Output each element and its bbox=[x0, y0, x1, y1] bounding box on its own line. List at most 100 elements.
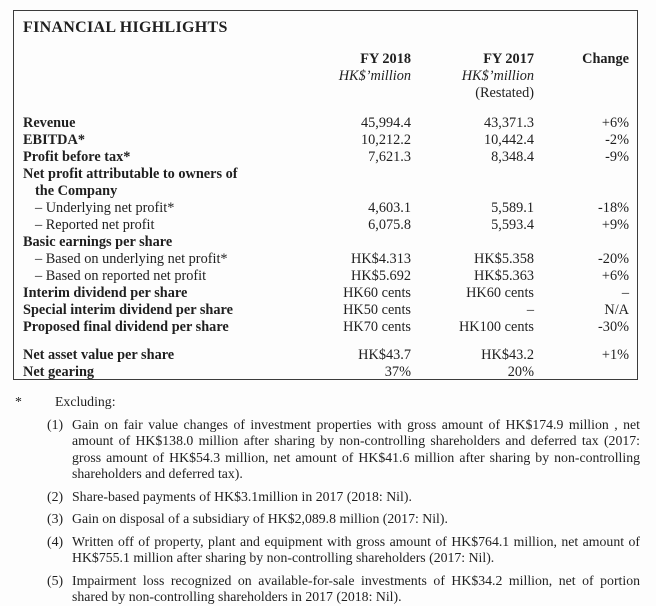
table-row: Basic earnings per share bbox=[23, 234, 629, 251]
fy2018-value bbox=[293, 166, 411, 183]
change-value: -2% bbox=[605, 132, 629, 148]
financial-highlights-panel: FINANCIAL HIGHLIGHTS FY 2018 FY 2017 Cha… bbox=[13, 10, 638, 380]
change-value: +6% bbox=[601, 115, 629, 131]
fy2017-value: HK$5.358 bbox=[474, 251, 534, 267]
row-label: – Underlying net profit* bbox=[35, 200, 175, 216]
table-row: – Based on reported net profit HK$5.692 HK… bbox=[23, 268, 629, 285]
row-label: Special interim dividend per share bbox=[23, 302, 233, 318]
table-row: Interim dividend per share HK60 cents HK60… bbox=[23, 285, 629, 302]
footnote-number: (3) bbox=[47, 511, 64, 526]
change-value: – bbox=[621, 285, 629, 301]
col-fy2017-unit: HK$’million bbox=[461, 68, 534, 84]
fy2018-value: HK$43.7 bbox=[358, 347, 411, 363]
table-header: FY 2018 FY 2017 Change HK$’million HK$’m… bbox=[23, 51, 629, 115]
fy2017-value bbox=[411, 234, 534, 251]
footnotes-section: * Excluding: (1) Gain on fair value chang… bbox=[15, 394, 640, 606]
footnote-text: Impairment loss recognized on available-… bbox=[72, 572, 640, 605]
fy2018-value bbox=[293, 234, 411, 251]
col-fy2018-unit: HK$’million bbox=[338, 68, 411, 84]
footnote-intro-label: Excluding: bbox=[55, 394, 116, 409]
fy2018-value: 45,994.4 bbox=[360, 115, 411, 131]
change-value bbox=[534, 364, 629, 381]
header-row-unit: HK$’million HK$’million bbox=[23, 68, 629, 85]
fy2017-value: HK60 cents bbox=[466, 285, 534, 301]
row-label: Net profit attributable to owners of bbox=[23, 166, 238, 182]
table-row: – Reported net profit 6,075.8 5,593.4 +9% bbox=[23, 217, 629, 234]
fy2018-value: 4,603.1 bbox=[368, 200, 411, 216]
fy2017-value: 5,589.1 bbox=[491, 200, 534, 216]
col-fy2018-title: FY 2018 bbox=[360, 51, 411, 67]
row-label: the Company bbox=[35, 183, 118, 199]
table-row: the Company bbox=[23, 183, 629, 200]
header-row-year: FY 2018 FY 2017 Change bbox=[23, 51, 629, 68]
row-label: Proposed final dividend per share bbox=[23, 319, 229, 335]
fy2017-value: 5,593.4 bbox=[491, 217, 534, 233]
fy2018-value bbox=[293, 183, 411, 200]
footnote-item: (5) Impairment loss recognized on availab… bbox=[15, 573, 640, 606]
table-row: – Underlying net profit* 4,603.1 5,589.1 -1… bbox=[23, 200, 629, 217]
header-spacer bbox=[23, 85, 293, 102]
row-label: Revenue bbox=[23, 115, 76, 131]
fy2018-value: 10,212.2 bbox=[360, 132, 411, 148]
fy2018-value: HK50 cents bbox=[343, 302, 411, 318]
footnote-text: Share-based payments of HK$3.1million in… bbox=[72, 488, 412, 504]
fy2018-value: 37% bbox=[384, 364, 411, 380]
table-row: Profit before tax* 7,621.3 8,348.4 -9% bbox=[23, 149, 629, 166]
header-row-restated: (Restated) bbox=[23, 85, 629, 102]
footnote-text: Written off of property, plant and equip… bbox=[72, 533, 640, 566]
footnote-number: (5) bbox=[47, 572, 64, 588]
footnote-text: Gain on disposal of a subsidiary of HK$2… bbox=[72, 511, 448, 526]
col-change-title: Change bbox=[582, 51, 629, 67]
fy2017-value: HK$43.2 bbox=[481, 347, 534, 363]
change-value: +9% bbox=[601, 217, 629, 233]
table-row: – Based on underlying net profit* HK$4.31… bbox=[23, 251, 629, 268]
fy2017-value bbox=[411, 183, 534, 200]
header-spacer bbox=[293, 85, 411, 102]
table-row: EBITDA* 10,212.2 10,442.4 -2% bbox=[23, 132, 629, 149]
change-value bbox=[534, 234, 629, 251]
footnote-intro: * Excluding: bbox=[15, 394, 640, 411]
row-label: Net asset value per share bbox=[23, 347, 175, 363]
fy2017-value bbox=[411, 166, 534, 183]
footnote-item: (2) Share-based payments of HK$3.1million… bbox=[15, 489, 640, 506]
change-value: -30% bbox=[598, 319, 629, 335]
col-fy2017-title: FY 2017 bbox=[483, 51, 534, 67]
header-gap-row bbox=[23, 102, 629, 115]
fy2018-value: HK$4.313 bbox=[351, 251, 411, 267]
change-value: +1% bbox=[601, 347, 629, 363]
footnote-text: Gain on fair value changes of investment… bbox=[72, 416, 640, 482]
table-row: Special interim dividend per share HK50 c… bbox=[23, 302, 629, 319]
table-row: Net asset value per share HK$43.7 HK$43.2 +… bbox=[23, 347, 629, 364]
fy2017-value: – bbox=[526, 302, 534, 318]
footnote-number: (2) bbox=[47, 488, 64, 504]
row-label: Interim dividend per share bbox=[23, 285, 188, 301]
fy2018-value: HK70 cents bbox=[343, 319, 411, 335]
highlights-table: FY 2018 FY 2017 Change HK$’million HK$’m… bbox=[23, 51, 629, 381]
change-value bbox=[534, 166, 629, 183]
col-fy2017-note: (Restated) bbox=[475, 85, 534, 101]
fy2017-value: HK100 cents bbox=[458, 319, 534, 335]
change-value: +6% bbox=[601, 268, 629, 284]
change-value: -18% bbox=[598, 200, 629, 216]
table-row: Proposed final dividend per share HK70 ce… bbox=[23, 319, 629, 336]
row-label: Basic earnings per share bbox=[23, 234, 173, 250]
fy2017-value: 20% bbox=[507, 364, 534, 380]
fy2018-value: 6,075.8 bbox=[368, 217, 411, 233]
header-spacer bbox=[534, 85, 629, 102]
change-value: -9% bbox=[605, 149, 629, 165]
header-spacer bbox=[534, 68, 629, 85]
header-spacer bbox=[23, 51, 293, 68]
footnote-list: (1) Gain on fair value changes of investm… bbox=[15, 417, 640, 606]
fy2018-value: HK$5.692 bbox=[351, 268, 411, 284]
table-row: Net gearing 37% 20% bbox=[23, 364, 629, 381]
row-label: Net gearing bbox=[23, 364, 95, 380]
header-spacer bbox=[23, 68, 293, 85]
row-label: – Based on underlying net profit* bbox=[35, 251, 228, 267]
row-label: EBITDA* bbox=[23, 132, 85, 148]
table-row: Revenue 45,994.4 43,371.3 +6% bbox=[23, 115, 629, 132]
change-value bbox=[534, 183, 629, 200]
fy2017-value: 43,371.3 bbox=[483, 115, 534, 131]
footnote-item: (4) Written off of property, plant and eq… bbox=[15, 534, 640, 567]
fy2017-value: 10,442.4 bbox=[483, 132, 534, 148]
asterisk-marker: * bbox=[15, 394, 22, 409]
